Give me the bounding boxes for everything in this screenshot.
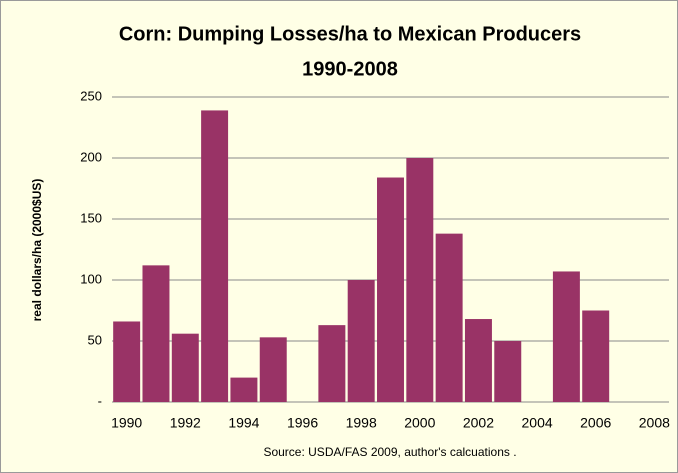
bar [347, 280, 375, 402]
bar [552, 271, 580, 402]
x-tick-label: 2006 [580, 415, 611, 431]
x-tick-label: 2008 [639, 415, 670, 431]
x-tick-label: 1990 [111, 415, 142, 431]
x-tick-label: 1998 [346, 415, 377, 431]
bar [406, 158, 434, 402]
bar [318, 325, 346, 402]
bar [582, 310, 610, 402]
x-tick-label: 1996 [287, 415, 318, 431]
x-tick-label: 1992 [170, 415, 201, 431]
x-tick-label: 1994 [228, 415, 259, 431]
bar [171, 333, 199, 402]
source-note: Source: USDA/FAS 2009, author's calcuati… [263, 445, 516, 459]
bar [259, 337, 287, 402]
x-tick-label: 2000 [404, 415, 435, 431]
bar [435, 233, 463, 402]
y-axis-label: real dollars/ha (2000$US) [30, 179, 44, 322]
chart-title: 1990-2008 [302, 58, 398, 80]
bar [113, 321, 141, 402]
y-tick-label: 250 [80, 88, 102, 103]
bar [494, 341, 522, 402]
y-tick-label: 150 [80, 210, 102, 225]
chart-title: Corn: Dumping Losses/ha to Mexican Produ… [119, 23, 581, 45]
bar [201, 110, 229, 403]
bar [464, 319, 492, 402]
y-tick-label: 200 [80, 149, 102, 164]
x-tick-label: 2004 [522, 415, 553, 431]
y-tick-label: 50 [88, 332, 102, 347]
bar [142, 265, 170, 402]
x-tick-label: 2002 [463, 415, 494, 431]
y-tick-label: 100 [80, 271, 102, 286]
y-tick-label: - [98, 393, 102, 408]
bar [230, 377, 258, 402]
bar [377, 177, 404, 402]
